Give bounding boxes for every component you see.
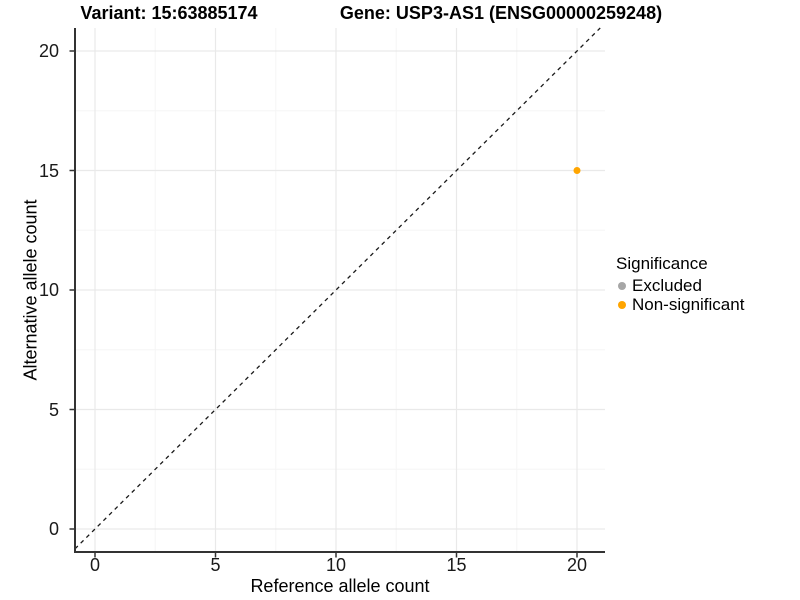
legend-items: Excluded Non-significant xyxy=(616,276,744,314)
tick-marks xyxy=(69,50,578,558)
y-tick-label: 15 xyxy=(38,160,59,181)
legend-item: Non-significant xyxy=(616,295,744,314)
x-tick-label: 20 xyxy=(566,555,588,575)
y-tick-label: 10 xyxy=(38,280,59,300)
data-point-non-significant xyxy=(573,167,581,174)
x-tick-label: 15 xyxy=(446,555,467,575)
legend-key-dot xyxy=(618,300,626,309)
plot-title-variant: Variant: 15:63885174 xyxy=(80,3,258,23)
gridlines-major xyxy=(75,28,605,552)
y-tick-label: 5 xyxy=(48,399,59,420)
legend-title: Significance xyxy=(616,254,708,273)
legend-item: Excluded xyxy=(616,276,744,295)
legend-item-label: Non-significant xyxy=(632,295,745,314)
legend-item-label: Excluded xyxy=(632,276,702,295)
x-tick-label: 10 xyxy=(325,555,347,575)
identity-dashed-line xyxy=(74,27,601,550)
plot-title-gene: Gene: USP3-AS1 (ENSG00000259248) xyxy=(339,3,663,23)
legend: Significance Excluded Non-significant xyxy=(616,254,744,314)
y-tick-label: 20 xyxy=(38,41,59,61)
x-tick-label: 0 xyxy=(89,555,101,575)
legend-key-dot xyxy=(618,281,626,290)
x-tick-label: 5 xyxy=(210,555,221,575)
y-tick-label: 0 xyxy=(48,519,59,539)
y-axis-title: Alternative allele count xyxy=(20,199,41,381)
x-axis-title: Reference allele count xyxy=(250,576,430,596)
